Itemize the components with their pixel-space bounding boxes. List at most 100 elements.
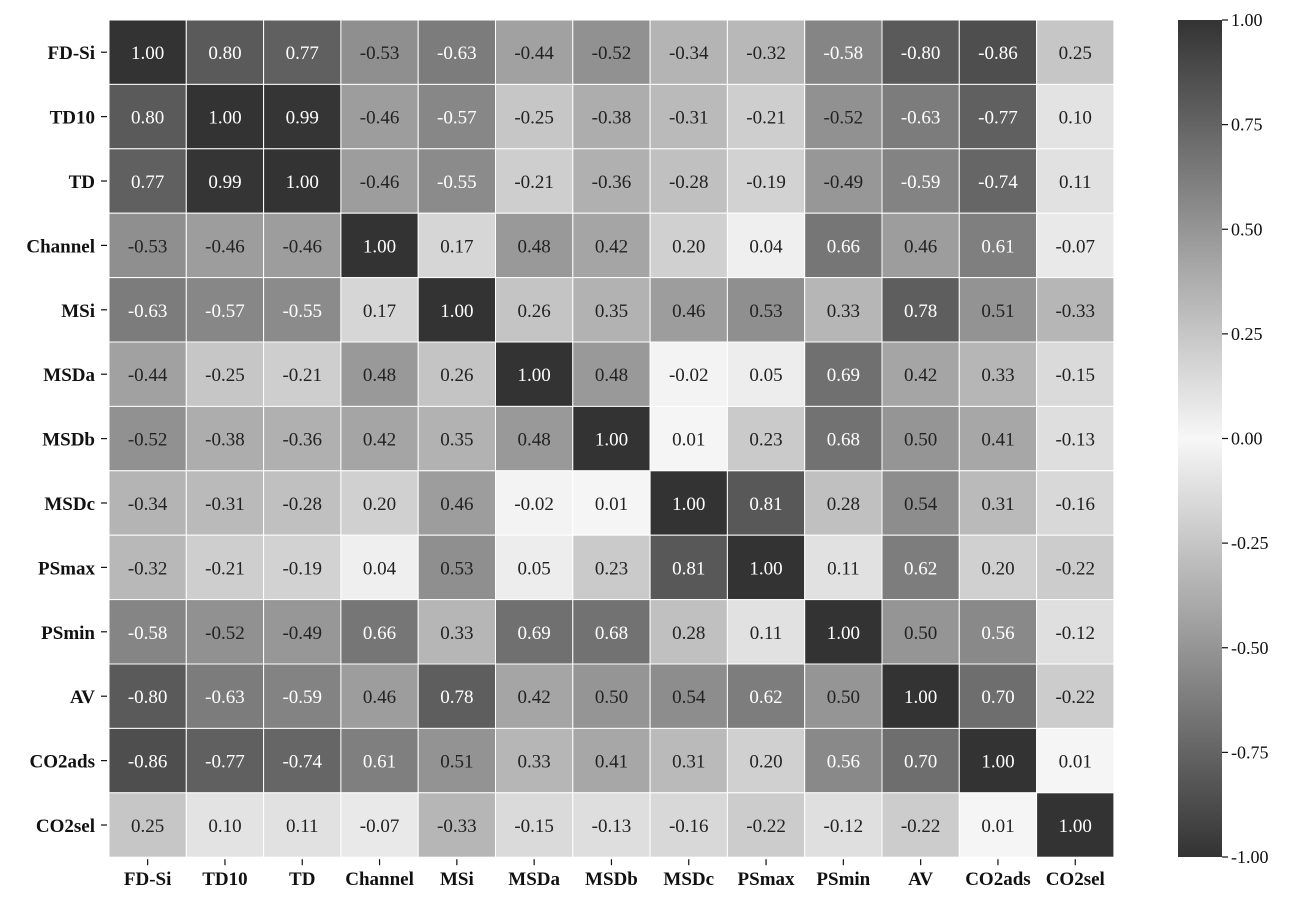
heatmap-cell-fd-si-msda <box>495 19 574 85</box>
cell-value-td-td10: 0.99 <box>208 172 241 193</box>
cell-value-msda-msdc: -0.02 <box>669 365 709 386</box>
cell-value-td-msdc: -0.28 <box>669 172 709 193</box>
heatmap-cell-msda-msdc <box>649 341 728 407</box>
cell-value-td-psmin: -0.49 <box>824 172 864 193</box>
cell-value-psmax-psmin: 0.11 <box>827 558 860 579</box>
heatmap-cell-msda-td <box>263 341 342 407</box>
cell-value-psmax-psmax: 1.00 <box>749 558 782 579</box>
heatmap-cell-msdc-channel <box>340 470 419 536</box>
cell-value-co2sel-co2sel: 1.00 <box>1059 816 1092 837</box>
col-label-msdb: MSDb <box>585 869 638 890</box>
heatmap-cell-psmin-fd-si <box>108 599 187 665</box>
heatmap-cell-co2ads-av <box>881 727 960 794</box>
heatmap-cell-co2sel-fd-si <box>108 792 187 858</box>
heatmap-cell-channel-psmax <box>726 212 806 279</box>
row-label-channel: Channel <box>26 236 95 257</box>
cell-value-msdc-fd-si: -0.34 <box>128 494 168 515</box>
heatmap-cell-msdc-msi <box>417 470 497 536</box>
heatmap-cell-msdc-co2sel <box>1036 470 1115 536</box>
heatmap-cell-msdb-fd-si <box>108 405 187 472</box>
heatmap-cell-av-co2ads <box>958 663 1038 729</box>
cell-value-msi-fd-si: -0.63 <box>128 301 168 322</box>
heatmap-cell-av-td10 <box>185 663 265 729</box>
heatmap-cell-channel-msdb <box>572 212 651 279</box>
cell-value-td-co2ads: -0.74 <box>978 172 1018 193</box>
cell-value-co2sel-psmax: -0.22 <box>746 816 786 837</box>
heatmap-cell-fd-si-fd-si <box>108 19 187 85</box>
cell-value-channel-msda: 0.48 <box>518 236 551 257</box>
cell-value-av-td10: -0.63 <box>205 687 245 708</box>
cell-value-msi-td10: -0.57 <box>205 301 245 322</box>
row-label-psmin: PSmin <box>41 623 95 644</box>
col-label-msda: MSDa <box>508 869 560 890</box>
cell-value-msda-msdb: 0.48 <box>595 365 628 386</box>
heatmap-cell-td10-msdc <box>649 83 728 150</box>
cell-value-psmax-co2ads: 0.20 <box>981 558 1014 579</box>
heatmap-cell-td-psmin <box>804 148 883 214</box>
heatmap-cell-co2ads-co2ads <box>958 727 1038 794</box>
cell-value-msi-msda: 0.26 <box>518 301 551 322</box>
heatmap-cell-msda-av <box>881 341 960 407</box>
cell-value-co2sel-av: -0.22 <box>901 816 941 837</box>
cell-value-msdb-msi: 0.35 <box>440 430 473 451</box>
cell-value-av-psmax: 0.62 <box>749 687 782 708</box>
cell-value-msdb-av: 0.50 <box>904 430 937 451</box>
cell-value-td-td: 1.00 <box>286 172 319 193</box>
heatmap-cell-msi-td10 <box>185 277 265 343</box>
cell-value-msi-msdb: 0.35 <box>595 301 628 322</box>
cell-value-msi-td: -0.55 <box>282 301 322 322</box>
row-label-av: AV <box>70 687 95 708</box>
cell-value-channel-psmax: 0.04 <box>749 236 783 257</box>
cell-value-msdc-msi: 0.46 <box>440 494 473 515</box>
cell-value-av-av: 1.00 <box>904 687 937 708</box>
cell-value-msdc-td10: -0.31 <box>205 494 245 515</box>
cell-value-td-msdb: -0.36 <box>592 172 632 193</box>
heatmap-cell-psmax-fd-si <box>108 534 187 601</box>
row-label-td: TD <box>69 172 95 193</box>
cell-value-msda-td: -0.21 <box>282 365 322 386</box>
heatmap-cell-channel-co2ads <box>958 212 1038 279</box>
heatmap-cell-msi-psmax <box>726 277 806 343</box>
cell-value-co2ads-psmax: 0.20 <box>749 752 782 773</box>
col-label-psmin: PSmin <box>816 869 870 890</box>
cell-value-msi-co2ads: 0.51 <box>981 301 1014 322</box>
cell-value-msdc-co2sel: -0.16 <box>1055 494 1095 515</box>
cell-value-psmin-msda: 0.69 <box>518 623 551 644</box>
cell-value-msda-psmin: 0.69 <box>827 365 860 386</box>
colorbar-tick-label: -0.50 <box>1231 638 1269 658</box>
cell-value-co2ads-channel: 0.61 <box>363 752 396 773</box>
heatmap-cell-co2sel-co2ads <box>958 792 1038 858</box>
heatmap-cell-msdc-co2ads <box>958 470 1038 536</box>
heatmap-cell-psmax-channel <box>340 534 419 601</box>
heatmap-cell-psmin-msi <box>417 599 497 665</box>
heatmap-cell-co2sel-psmin <box>804 792 883 858</box>
heatmap-cell-co2sel-msdb <box>572 792 651 858</box>
cell-value-msdb-channel: 0.42 <box>363 430 396 451</box>
cell-value-co2sel-co2ads: 0.01 <box>981 816 1014 837</box>
cell-value-msda-co2ads: 0.33 <box>981 365 1014 386</box>
col-label-td10: TD10 <box>202 869 247 890</box>
heatmap-cell-td10-channel <box>340 83 419 150</box>
cell-value-channel-co2sel: -0.07 <box>1055 236 1095 257</box>
cell-value-td10-co2ads: -0.77 <box>978 108 1018 129</box>
cell-value-td10-channel: -0.46 <box>360 108 400 129</box>
heatmap-cell-psmin-psmin <box>804 599 883 665</box>
heatmap-cell-psmin-co2sel <box>1036 599 1115 665</box>
cell-value-td-channel: -0.46 <box>360 172 400 193</box>
heatmap-cells: 1.00 0.80 0.77 -0.53 -0.63 -0.44 -0.52 -0.34 -0.… <box>108 19 1115 858</box>
cell-value-channel-td10: -0.46 <box>205 236 245 257</box>
col-label-co2ads: CO2ads <box>965 869 1030 890</box>
cell-value-td-msda: -0.21 <box>514 172 554 193</box>
heatmap-cell-msda-msi <box>417 341 497 407</box>
row-label-msda: MSDa <box>43 365 95 386</box>
cell-value-msi-psmax: 0.53 <box>749 301 782 322</box>
heatmap-cell-co2ads-msda <box>495 727 574 794</box>
colorbar: 1.00 0.75 0.50 0.25 0.00 -0.25 -0.50 -0.75 -1.00 <box>1178 10 1269 867</box>
heatmap-cell-psmax-msda <box>495 534 574 601</box>
cell-value-psmax-fd-si: -0.32 <box>128 558 168 579</box>
cell-value-co2ads-msdb: 0.41 <box>595 752 628 773</box>
cell-value-av-co2sel: -0.22 <box>1055 687 1095 708</box>
heatmap-cell-co2sel-channel <box>340 792 419 858</box>
colorbar-tick-label: -0.25 <box>1231 533 1269 553</box>
